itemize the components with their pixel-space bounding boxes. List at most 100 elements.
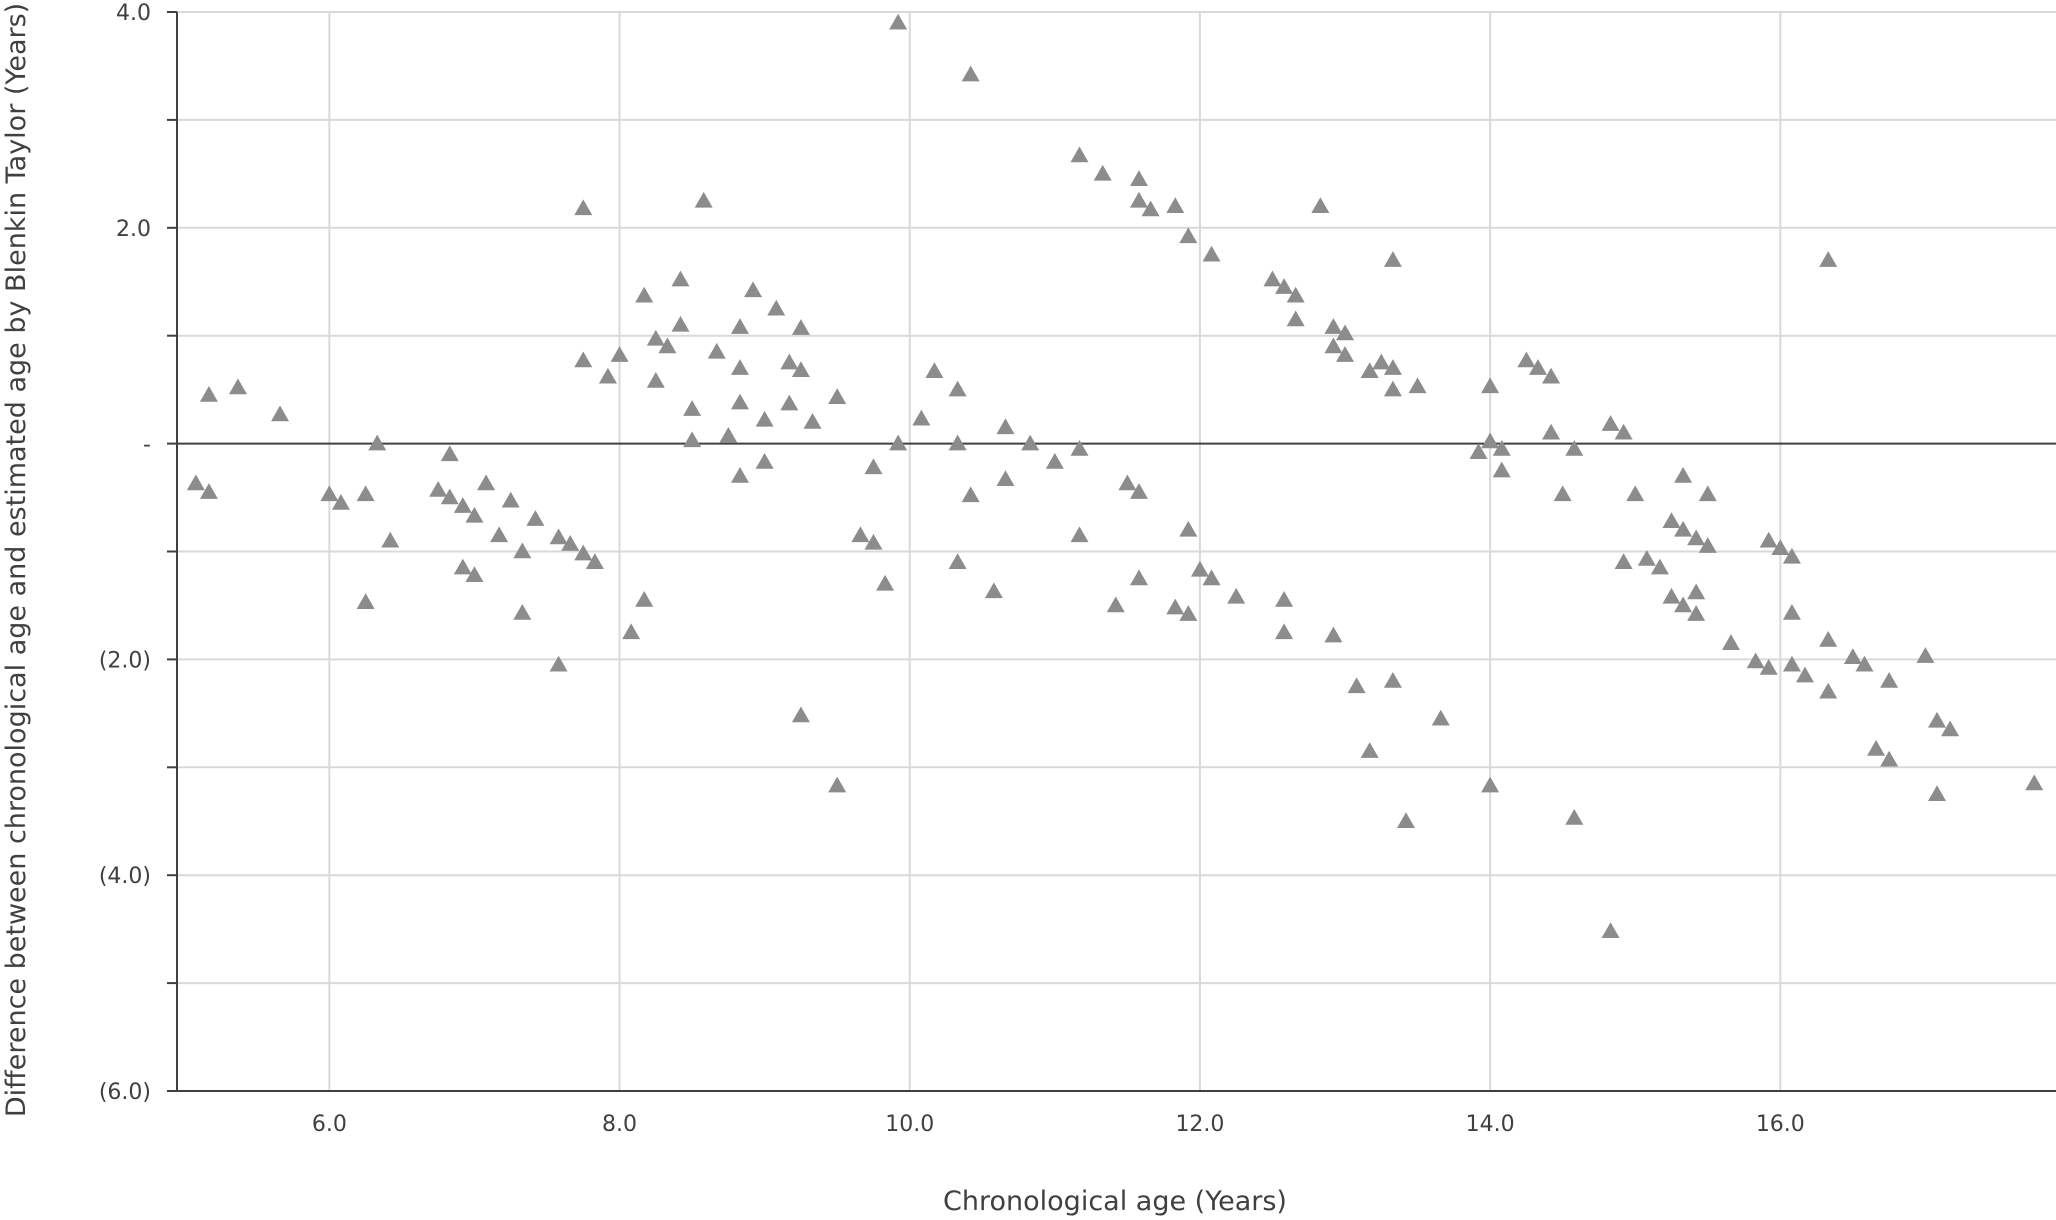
y-tick-label: (4.0): [99, 864, 151, 889]
data-point-triangle: [646, 372, 665, 388]
data-point-triangle: [1819, 630, 1838, 647]
y-tick-label: 4.0: [116, 1, 151, 26]
data-point-triangle: [1759, 531, 1778, 548]
data-point-triangle: [1614, 553, 1633, 570]
data-point-triangle: [1771, 539, 1790, 556]
data-point-triangle: [1383, 251, 1402, 267]
data-point-triangle: [440, 488, 459, 505]
data-point-triangle: [320, 485, 339, 502]
data-point-triangle: [1782, 655, 1801, 672]
data-point-triangle: [1070, 439, 1089, 456]
data-points: [186, 13, 2044, 939]
data-point-triangle: [1481, 432, 1500, 449]
data-point-triangle: [465, 566, 484, 582]
data-point-triangle: [453, 497, 472, 513]
data-point-triangle: [549, 528, 568, 545]
data-point-triangle: [598, 367, 617, 384]
data-point-triangle: [996, 418, 1015, 435]
data-point-triangle: [1782, 604, 1801, 620]
axes: [167, 11, 2056, 1092]
data-point-triangle: [513, 542, 532, 559]
y-tick-label: (6.0): [99, 1080, 151, 1105]
data-point-triangle: [1275, 623, 1294, 640]
data-point-triangle: [574, 351, 593, 368]
data-point-triangle: [622, 623, 641, 640]
data-point-triangle: [961, 486, 980, 503]
data-point-triangle: [1880, 750, 1899, 767]
data-point-triangle: [851, 526, 870, 543]
data-point-triangle: [1021, 434, 1040, 451]
data-point-triangle: [635, 286, 654, 303]
data-point-triangle: [889, 434, 908, 451]
data-point-triangle: [948, 380, 967, 397]
data-point-triangle: [1687, 583, 1706, 600]
data-point-triangle: [864, 533, 883, 550]
data-point-triangle: [646, 329, 665, 346]
data-point-triangle: [755, 410, 774, 427]
data-point-triangle: [1674, 466, 1693, 483]
data-point-triangle: [1481, 776, 1500, 793]
data-point-triangle: [730, 318, 749, 334]
data-point-triangle: [1928, 711, 1947, 728]
data-point-triangle: [465, 506, 484, 523]
data-point-triangle: [1721, 634, 1740, 650]
data-point-triangle: [780, 394, 799, 411]
data-point-triangle: [1746, 652, 1765, 669]
data-point-triangle: [1179, 520, 1198, 537]
data-point-triangle: [1662, 512, 1681, 529]
data-point-triangle: [1347, 677, 1366, 694]
data-point-triangle: [1166, 197, 1185, 213]
data-point-triangle: [1383, 359, 1402, 375]
data-point-triangle: [719, 427, 738, 443]
data-point-triangle: [1396, 812, 1415, 828]
data-point-triangle: [1687, 605, 1706, 621]
data-point-triangle: [1166, 598, 1185, 615]
data-point-triangle: [1637, 550, 1656, 566]
data-point-triangle: [1202, 569, 1221, 586]
y-tick-label: -: [143, 433, 151, 458]
data-point-triangle: [1383, 380, 1402, 397]
data-point-triangle: [1614, 423, 1633, 440]
data-point-triangle: [961, 65, 980, 82]
data-point-triangle: [331, 493, 350, 510]
data-point-triangle: [610, 346, 629, 362]
data-point-triangle: [1324, 626, 1343, 643]
data-point-triangle: [1916, 647, 1935, 663]
data-point-triangle: [791, 319, 810, 335]
data-point-triangle: [1045, 452, 1064, 469]
data-point-triangle: [1565, 439, 1584, 456]
data-point-triangle: [1431, 709, 1450, 726]
data-point-triangle: [1795, 666, 1814, 683]
data-point-triangle: [574, 199, 593, 216]
data-point-triangle: [1928, 785, 1947, 802]
data-point-triangle: [767, 299, 786, 316]
data-point-triangle: [1601, 415, 1620, 431]
x-tick-label: 6.0: [312, 1112, 347, 1137]
data-point-triangle: [1782, 547, 1801, 564]
data-point-triangle: [228, 378, 247, 395]
data-point-triangle: [1759, 659, 1778, 675]
data-point-triangle: [791, 361, 810, 377]
data-point-triangle: [658, 337, 677, 354]
data-point-triangle: [1336, 346, 1355, 362]
data-point-triangle: [440, 445, 459, 462]
data-point-triangle: [889, 13, 908, 30]
data-point-triangle: [453, 558, 472, 575]
data-point-triangle: [1601, 922, 1620, 939]
data-point-triangle: [1855, 655, 1874, 672]
data-point-triangle: [912, 409, 931, 426]
data-point-triangle: [1324, 318, 1343, 334]
data-point-triangle: [683, 400, 702, 416]
data-point-triangle: [1311, 197, 1330, 213]
data-point-triangle: [186, 474, 205, 491]
x-tick-labels: 6.0 8.0 10.0 12.0 14.0 16.0: [312, 1112, 1805, 1137]
data-point-triangle: [791, 706, 810, 723]
data-point-triangle: [1129, 569, 1148, 586]
data-point-triangle: [561, 534, 580, 551]
data-point-triangle: [671, 270, 690, 287]
data-point-triangle: [744, 281, 763, 298]
data-point-triangle: [803, 413, 822, 429]
y-axis-title: Difference between chronological age and…: [1, 3, 32, 1117]
data-point-triangle: [864, 458, 883, 475]
